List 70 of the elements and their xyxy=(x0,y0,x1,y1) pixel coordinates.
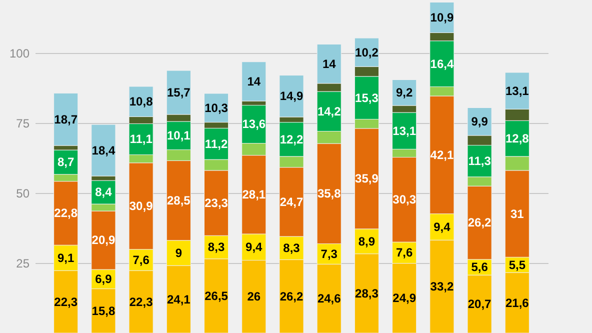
data-label: 33,2 xyxy=(430,280,454,294)
data-label: 7,6 xyxy=(396,246,413,260)
data-label: 28,3 xyxy=(355,286,379,300)
y-tick-label: 50 xyxy=(16,186,30,201)
data-label: 22,8 xyxy=(54,206,78,220)
data-label: 9,4 xyxy=(434,220,451,234)
bar xyxy=(242,62,266,102)
data-label: 31 xyxy=(510,206,524,221)
y-tick-label: 25 xyxy=(16,256,30,271)
data-label: 24,7 xyxy=(280,194,304,209)
data-label: 7,6 xyxy=(132,252,150,267)
data-label: 9,4 xyxy=(246,240,263,254)
data-label: 22,3 xyxy=(54,294,78,309)
data-label: 28,1 xyxy=(242,188,266,202)
data-label: 35,8 xyxy=(317,186,342,201)
data-label: 15,8 xyxy=(92,304,116,318)
data-label: 15,7 xyxy=(166,85,191,100)
data-label: 30,9 xyxy=(129,199,154,214)
data-label: 18,7 xyxy=(54,112,78,126)
data-label: 24,1 xyxy=(166,292,191,306)
data-label: 26 xyxy=(247,290,261,304)
data-label: 12,8 xyxy=(505,132,530,146)
data-label: 14 xyxy=(322,56,336,71)
data-label: 14 xyxy=(247,74,261,88)
data-label: 30,3 xyxy=(392,192,416,207)
data-label: 8,4 xyxy=(95,185,112,200)
data-label: 22,3 xyxy=(129,294,154,309)
data-label: 16,4 xyxy=(430,56,454,71)
data-label: 11,1 xyxy=(130,132,153,146)
data-label: 35,9 xyxy=(355,172,379,186)
data-label: 8,7 xyxy=(57,155,75,170)
data-label: 10,8 xyxy=(129,94,154,109)
data-label: 24,9 xyxy=(392,291,416,306)
data-label: 26,5 xyxy=(204,288,228,303)
data-label: 10,9 xyxy=(430,10,454,24)
data-label: 26,2 xyxy=(280,289,304,304)
data-label: 5,6 xyxy=(471,260,488,274)
data-label: 6,9 xyxy=(95,272,112,286)
data-label: 14,2 xyxy=(317,104,342,118)
data-label: 13,6 xyxy=(242,117,266,132)
y-tick-label: 75 xyxy=(16,116,30,131)
data-label: 23,3 xyxy=(204,196,228,210)
data-label: 9,1 xyxy=(57,250,75,265)
data-label: 15,3 xyxy=(355,90,379,105)
data-label: 13,1 xyxy=(505,84,530,98)
data-label: 10,1 xyxy=(166,128,191,143)
data-label: 8,9 xyxy=(358,234,376,248)
data-label: 21,6 xyxy=(505,296,530,310)
data-label: 12,2 xyxy=(280,132,304,146)
data-label: 28,5 xyxy=(166,194,191,208)
data-label: 42,1 xyxy=(430,148,454,162)
data-label: 20,7 xyxy=(468,297,492,312)
data-label: 8,3 xyxy=(283,241,300,256)
data-label: 9,2 xyxy=(396,86,413,100)
data-label: 11,3 xyxy=(468,154,492,168)
data-label: 9 xyxy=(175,246,182,260)
y-tick-label: 100 xyxy=(9,46,30,61)
data-label: 8,3 xyxy=(208,240,225,254)
data-label: 18,4 xyxy=(92,143,116,158)
data-label: 13,1 xyxy=(392,124,416,138)
data-label: 11,2 xyxy=(204,136,228,151)
data-label: 24,6 xyxy=(317,292,342,306)
data-label: 9,9 xyxy=(471,114,488,129)
data-label: 7,3 xyxy=(320,246,338,261)
data-label: 10,3 xyxy=(204,100,228,115)
data-label: 14,9 xyxy=(280,89,304,104)
data-label: 20,9 xyxy=(92,233,116,248)
data-label: 26,2 xyxy=(468,216,492,230)
data-label: 10,2 xyxy=(355,45,379,60)
data-label: 5,5 xyxy=(508,258,526,272)
